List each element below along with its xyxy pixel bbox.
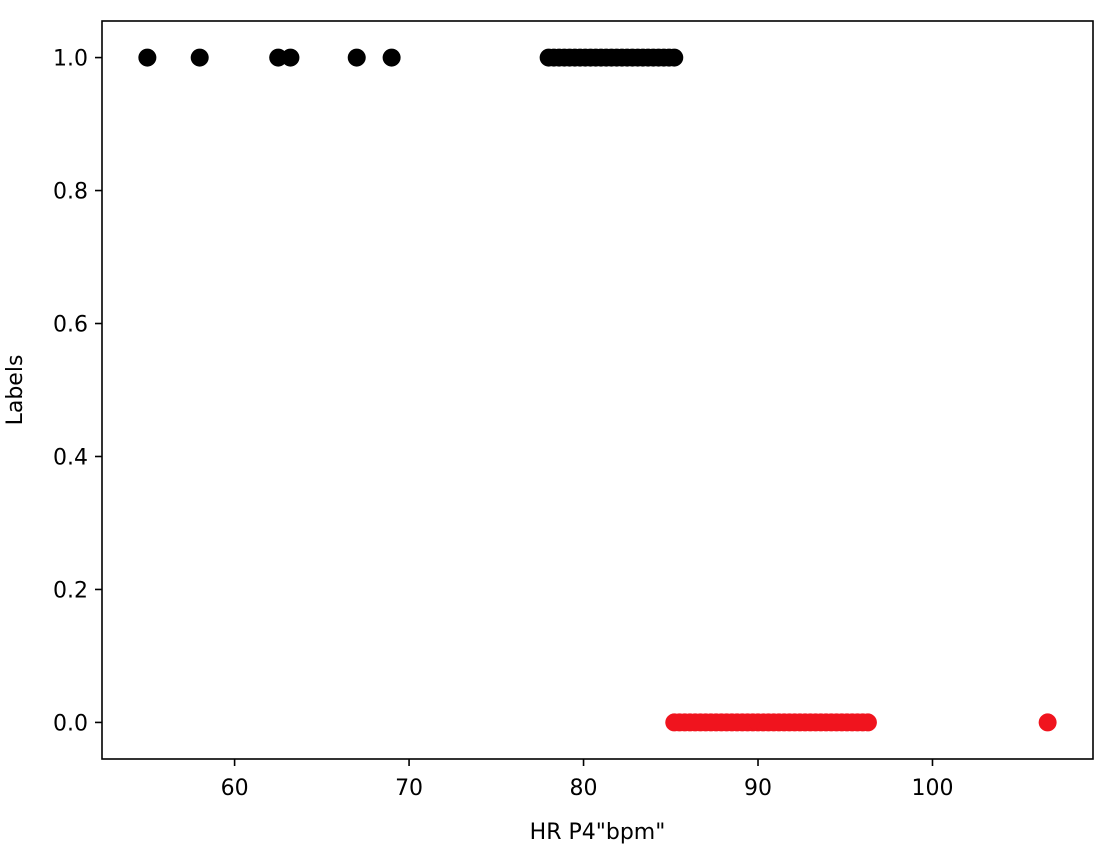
data-point bbox=[190, 48, 209, 67]
y-tick-label: 0.8 bbox=[53, 180, 88, 205]
plot-frame bbox=[101, 20, 1094, 760]
x-tick-label: 80 bbox=[570, 776, 598, 801]
x-tick-label: 70 bbox=[395, 776, 423, 801]
data-point bbox=[1038, 713, 1057, 732]
x-tick-label: 100 bbox=[911, 776, 953, 801]
x-tick-label: 60 bbox=[221, 776, 249, 801]
y-tick-label: 0.2 bbox=[53, 578, 88, 603]
y-tick-label: 0.6 bbox=[53, 313, 88, 338]
data-point bbox=[665, 48, 684, 67]
x-axis-label: HR P4"bpm" bbox=[530, 820, 666, 845]
y-axis-label: Labels bbox=[3, 355, 28, 426]
y-tick-label: 0.4 bbox=[53, 445, 88, 470]
y-tick-label: 0.0 bbox=[53, 711, 88, 736]
data-point bbox=[382, 48, 401, 67]
x-axis-ticks: 60 70 80 90 100 bbox=[221, 759, 953, 801]
x-tick-label: 90 bbox=[744, 776, 772, 801]
points-layer bbox=[138, 48, 1057, 732]
data-point bbox=[858, 713, 877, 732]
data-point bbox=[347, 48, 366, 67]
data-point bbox=[281, 48, 300, 67]
y-axis-ticks: 0.0 0.2 0.4 0.6 0.8 1.0 bbox=[53, 47, 102, 736]
y-tick-label: 1.0 bbox=[53, 47, 88, 72]
data-point bbox=[138, 48, 157, 67]
